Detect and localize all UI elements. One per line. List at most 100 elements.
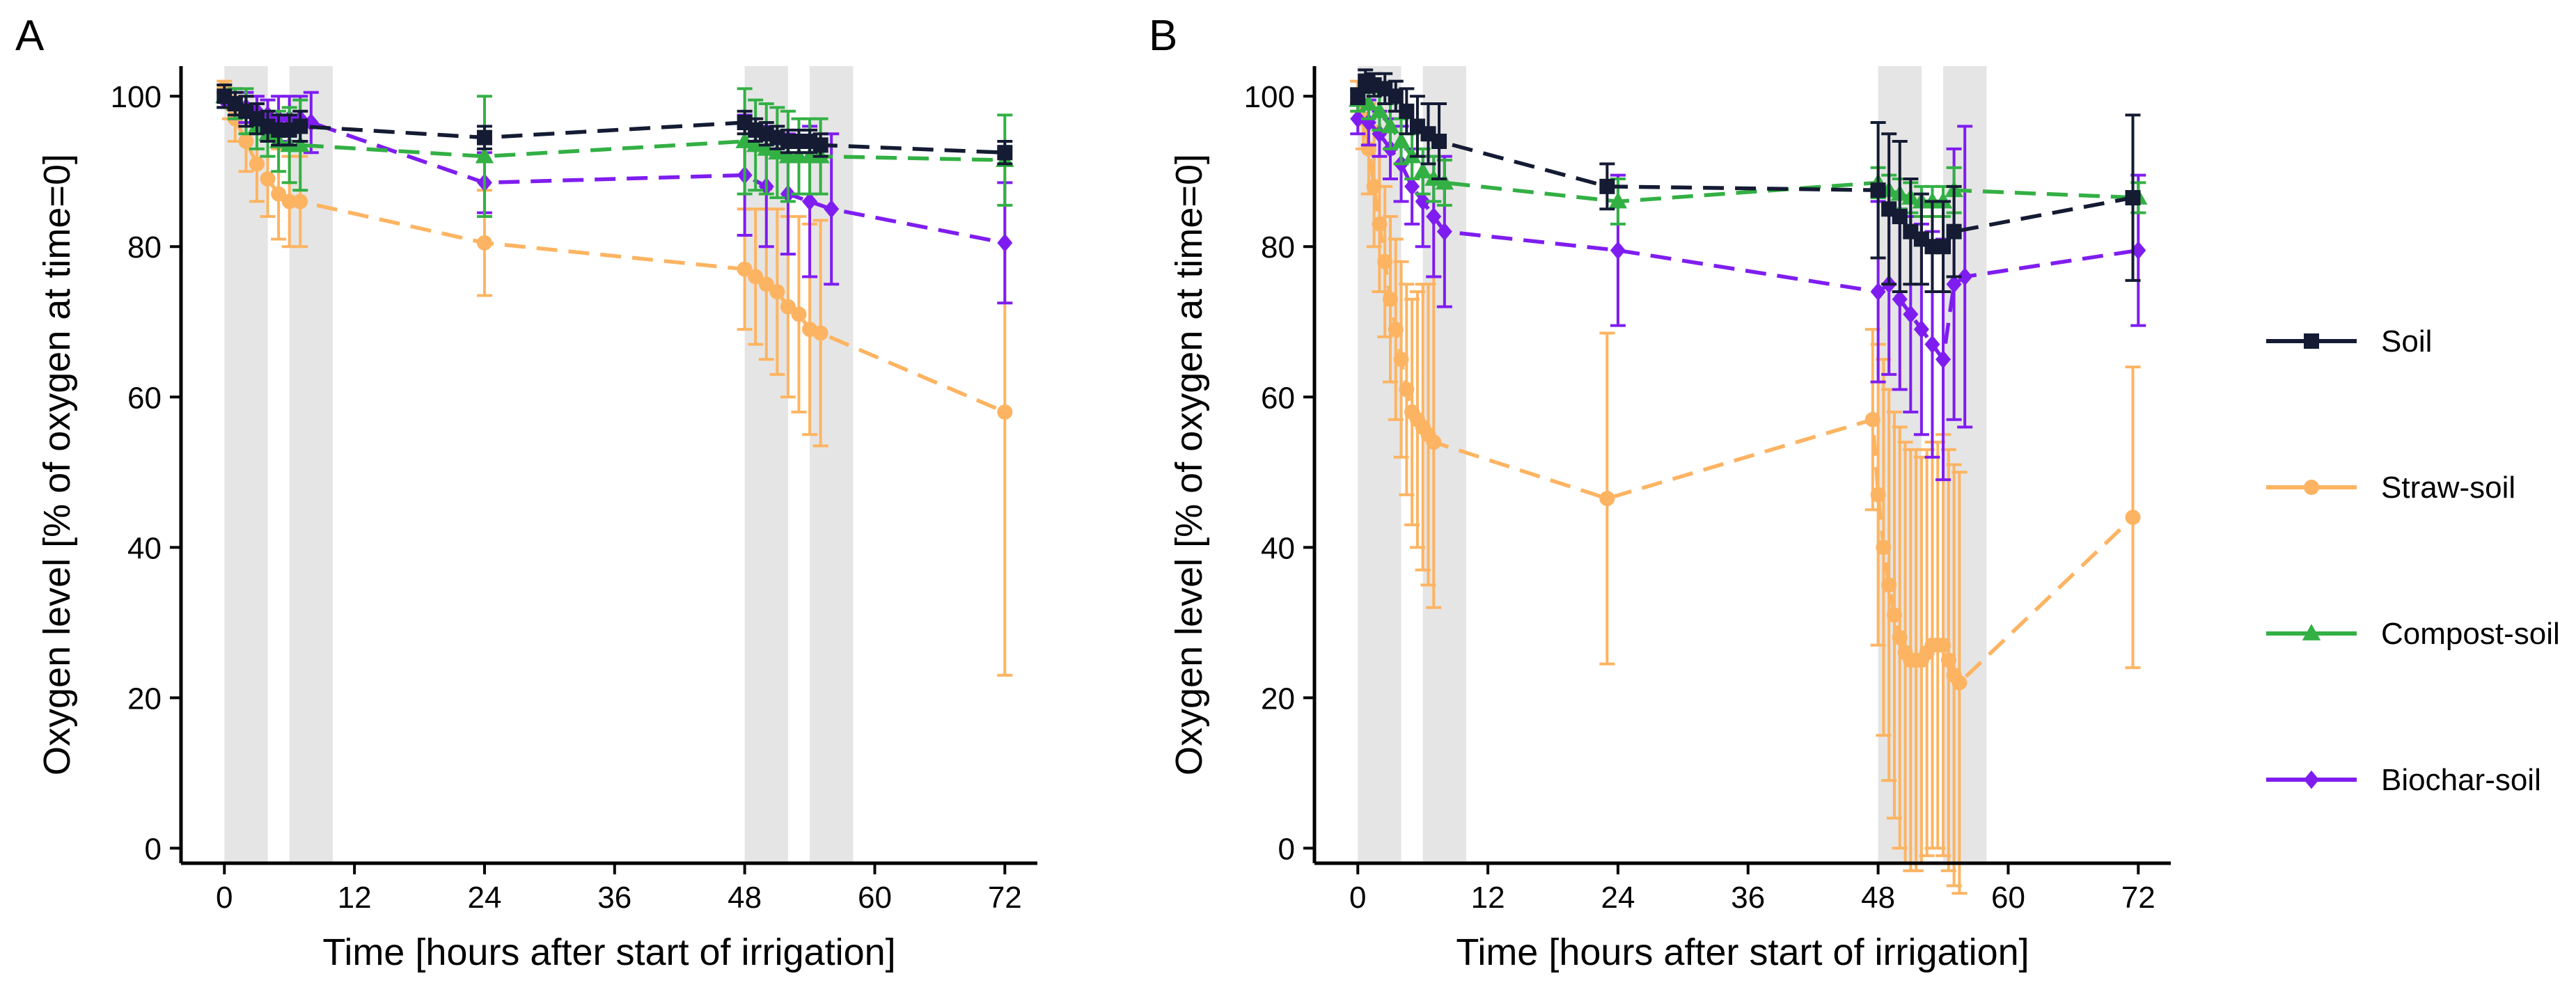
y-axis-title: Oxygen level [% of oxygen at time=0] — [36, 154, 78, 776]
series-line — [223, 94, 1005, 155]
data-point — [1388, 88, 1404, 104]
legend-label: Biochar-soil — [2381, 763, 2541, 797]
data-point — [1599, 491, 1615, 507]
series-biochar-soil — [217, 87, 1013, 305]
data-point — [1426, 434, 1442, 450]
x-tick-label: 0 — [216, 881, 233, 915]
data-point — [271, 186, 287, 202]
data-point — [292, 118, 308, 134]
legend-item-straw-soil: Straw-soil — [2266, 471, 2515, 505]
series-straw-soil — [217, 79, 1013, 677]
data-point — [802, 192, 818, 211]
data-point — [1382, 291, 1398, 307]
x-axis-title: Time [hours after start of irrigation] — [1456, 931, 2029, 973]
data-point — [1413, 162, 1432, 179]
data-point — [1350, 88, 1366, 104]
series-soil — [217, 84, 1013, 166]
legend-item-soil: Soil — [2266, 324, 2432, 359]
panel-a: 0 12 24 36 48 60 72 0 20 40 60 80 100 Time [hours aft… — [15, 12, 1037, 973]
x-axis-title: Time [hours after start of irrigation] — [322, 931, 895, 973]
data-point — [1381, 116, 1400, 134]
data-point — [768, 143, 787, 160]
y-tick-label: 0 — [145, 832, 162, 866]
series-line — [1356, 79, 2134, 249]
data-point — [1404, 177, 1420, 196]
y-tick-label: 100 — [111, 80, 162, 114]
data-point — [997, 145, 1013, 161]
x-tick-label: 48 — [1861, 881, 1895, 915]
y-tick-label: 60 — [1261, 381, 1295, 415]
data-point — [2130, 241, 2146, 260]
irrigation-band — [224, 66, 268, 863]
x-tick-label: 24 — [1601, 881, 1635, 915]
series-biochar-soil — [1350, 98, 2146, 482]
x-tick-label: 60 — [858, 881, 892, 915]
data-point — [291, 135, 310, 152]
y-tick-label: 100 — [1244, 80, 1295, 114]
x-tick-label: 72 — [2121, 881, 2155, 915]
x-tick-label: 36 — [1731, 881, 1765, 915]
data-point — [1366, 178, 1382, 194]
data-point — [997, 404, 1013, 420]
data-point — [1610, 241, 1626, 260]
data-point — [1608, 191, 1628, 209]
x-tick-label: 12 — [1471, 881, 1505, 915]
data-point — [997, 233, 1013, 253]
x-tick-label: 48 — [728, 881, 762, 915]
irrigation-band — [289, 66, 333, 863]
data-point — [757, 139, 776, 156]
data-point — [1399, 381, 1415, 397]
data-point — [1599, 178, 1615, 194]
y-tick-label: 20 — [127, 682, 162, 716]
x-tick-label: 72 — [988, 881, 1022, 915]
data-point — [1377, 253, 1393, 269]
data-point — [292, 194, 308, 210]
legend-label: Straw-soil — [2381, 471, 2515, 505]
series-line — [222, 88, 1006, 414]
data-point — [2125, 510, 2141, 526]
data-point — [791, 306, 807, 322]
legend-marker — [2304, 333, 2319, 349]
data-point — [737, 261, 753, 277]
panel-b: 0 12 24 36 48 60 72 0 20 40 60 80 100 Time [hours aft… — [1149, 12, 2171, 973]
y-tick-label: 80 — [127, 230, 162, 265]
data-point — [1370, 102, 1389, 118]
x-tick-label: 12 — [338, 881, 372, 915]
data-point — [1946, 275, 1962, 294]
legend-item-compost-soil: Compost-soil — [2266, 617, 2560, 651]
data-point — [281, 194, 297, 210]
series-line — [1357, 98, 2139, 204]
data-point — [1431, 134, 1447, 150]
series-straw-soil — [1350, 79, 2141, 895]
series-line — [1356, 95, 2135, 686]
data-point — [746, 135, 765, 152]
data-point — [780, 299, 796, 315]
data-point — [1892, 290, 1908, 309]
data-point — [1940, 652, 1956, 668]
series-compost-soil — [1349, 87, 2148, 226]
data-point — [476, 235, 492, 251]
legend-marker — [2302, 624, 2321, 640]
data-point — [1415, 192, 1431, 211]
data-point — [1870, 282, 1886, 301]
data-point — [812, 325, 828, 341]
data-point — [824, 200, 840, 219]
data-point — [812, 137, 828, 153]
series-line — [223, 98, 1005, 245]
data-point — [1924, 335, 1940, 354]
data-point — [1876, 540, 1892, 556]
data-point — [1864, 411, 1880, 427]
data-point — [1436, 222, 1452, 241]
y-tick-label: 60 — [127, 381, 162, 415]
series-line — [1357, 117, 2139, 365]
legend-marker — [2304, 770, 2319, 789]
legend-item-biochar-soil: Biochar-soil — [2266, 763, 2541, 797]
data-point — [1913, 320, 1929, 339]
data-point — [1903, 305, 1919, 324]
data-point — [1935, 350, 1951, 369]
y-tick-label: 40 — [1261, 531, 1295, 565]
data-point — [748, 269, 764, 285]
data-point — [1886, 607, 1902, 623]
panel-label: B — [1149, 12, 1177, 60]
